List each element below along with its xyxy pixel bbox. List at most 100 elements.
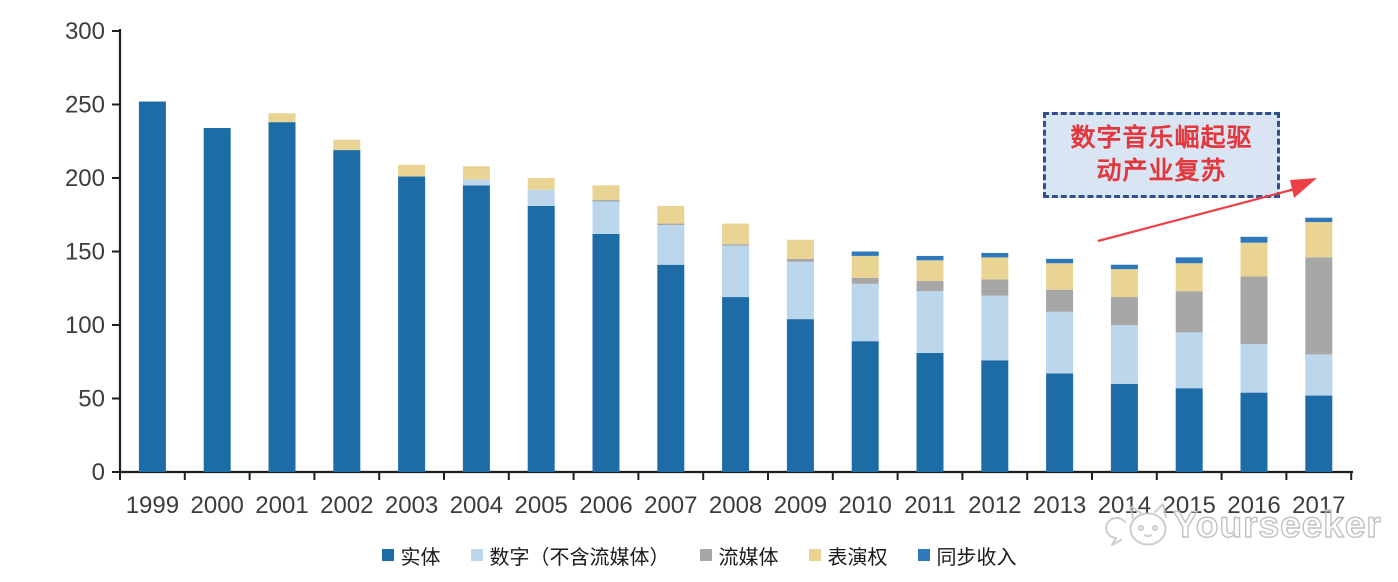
bar-segment-2009 <box>786 319 814 472</box>
bar-segment-2016 <box>1240 276 1268 345</box>
bar-segment-2011 <box>916 352 944 472</box>
bar-segment-2004 <box>462 166 490 180</box>
bar-segment-2013 <box>1046 289 1074 312</box>
bar-segment-2003 <box>398 164 426 177</box>
bar-segment-2008 <box>722 297 750 472</box>
bar-segment-2013 <box>1046 311 1074 374</box>
bar-segment-2016 <box>1240 242 1268 277</box>
x-axis-label: 2016 <box>1227 492 1280 519</box>
legend-label: 表演权 <box>827 546 888 569</box>
bar-segment-2017 <box>1305 354 1333 396</box>
legend-item: 表演权 <box>808 541 888 570</box>
y-axis-label: 200 <box>65 165 105 192</box>
bar-segment-2007 <box>657 264 685 472</box>
legend-swatch-icon <box>381 549 394 561</box>
bar-segment-2014 <box>1110 383 1138 472</box>
bar-segment-2015 <box>1175 291 1203 333</box>
bar-segment-2015 <box>1175 332 1203 389</box>
annotation-line2: 动产业复苏 <box>1096 157 1227 185</box>
bar-segment-2005 <box>527 189 555 206</box>
bar-segment-2011 <box>916 260 944 281</box>
x-axis-label: 1999 <box>126 492 179 519</box>
arrow-head-icon <box>1290 178 1317 198</box>
annotation-line1: 数字音乐崛起驱 <box>1070 124 1253 152</box>
bar-segment-2006 <box>592 233 620 472</box>
x-axis-label: 2008 <box>709 492 762 519</box>
legend-label: 数字（不含流媒体） <box>489 546 670 569</box>
y-axis-label: 250 <box>65 92 105 119</box>
bar-segment-2001 <box>268 122 296 472</box>
bar-segment-2002 <box>333 150 361 472</box>
x-axis-label: 2000 <box>191 492 244 519</box>
bar-segment-2010 <box>851 251 879 256</box>
bar-segment-2004 <box>462 179 490 186</box>
bar-segment-2007 <box>657 225 685 265</box>
bar-segment-2009 <box>786 239 814 259</box>
x-axis-label: 2003 <box>385 492 438 519</box>
legend-swatch-icon <box>917 549 930 561</box>
bar-segment-2010 <box>851 255 879 278</box>
bar-segment-2007 <box>657 223 685 226</box>
bar-segment-1999 <box>138 101 166 472</box>
x-axis-label: 2014 <box>1098 492 1151 519</box>
bar-segment-2011 <box>916 291 944 353</box>
bar-segment-2014 <box>1110 264 1138 270</box>
bar-segment-2017 <box>1305 217 1333 223</box>
bar-segment-2015 <box>1175 263 1203 292</box>
bar-segment-2000 <box>203 128 231 472</box>
x-axis-label: 2015 <box>1163 492 1216 519</box>
bar-segment-2012 <box>981 360 1009 472</box>
x-axis-label: 2010 <box>839 492 892 519</box>
legend-item: 实体 <box>381 541 441 570</box>
bar-segment-2008 <box>722 245 750 298</box>
x-axis-label: 2004 <box>450 492 503 519</box>
y-axis-label: 100 <box>65 312 105 339</box>
y-axis-label: 0 <box>92 459 105 486</box>
bar-segment-2016 <box>1240 344 1268 393</box>
x-axis-label: 2005 <box>515 492 568 519</box>
bar-segment-2004 <box>462 185 490 472</box>
bar-segment-2003 <box>398 176 426 472</box>
legend-label: 实体 <box>400 546 441 569</box>
bar-segment-2013 <box>1046 373 1074 472</box>
bar-segment-2002 <box>333 139 361 151</box>
x-axis-label: 2013 <box>1033 492 1086 519</box>
x-axis-label: 2001 <box>255 492 308 519</box>
legend-item: 数字（不含流媒体） <box>470 541 670 570</box>
bar-segment-2006 <box>592 185 620 201</box>
bar-segment-2005 <box>527 205 555 472</box>
bar-segment-2009 <box>786 258 814 262</box>
bar-segment-2008 <box>722 223 750 245</box>
bar-segment-2005 <box>527 178 555 190</box>
bar-segment-2006 <box>592 200 620 202</box>
legend-item: 流媒体 <box>699 541 779 570</box>
bar-segment-2008 <box>722 244 750 246</box>
bar-segment-2007 <box>657 205 685 224</box>
legend-item: 同步收入 <box>917 541 1017 570</box>
bar-segment-2016 <box>1240 236 1268 243</box>
bar-segment-2014 <box>1110 269 1138 298</box>
bar-segment-2010 <box>851 277 879 284</box>
bar-segment-2016 <box>1240 392 1268 472</box>
bar-segment-2014 <box>1110 297 1138 325</box>
bar-segment-2009 <box>786 261 814 320</box>
bar-segment-2001 <box>268 113 296 123</box>
x-axis-label: 2009 <box>774 492 827 519</box>
y-axis-label: 50 <box>78 386 105 413</box>
bar-segment-2015 <box>1175 257 1203 264</box>
bar-segment-2010 <box>851 283 879 342</box>
legend-label: 同步收入 <box>936 546 1017 569</box>
bar-segment-2017 <box>1305 222 1333 258</box>
x-axis-label: 2006 <box>579 492 632 519</box>
bar-segment-2017 <box>1305 257 1333 355</box>
bar-segment-2012 <box>981 252 1009 258</box>
legend-label: 流媒体 <box>718 546 779 569</box>
bar-segment-2012 <box>981 295 1009 361</box>
bar-segment-2017 <box>1305 395 1333 472</box>
bar-segment-2014 <box>1110 325 1138 384</box>
legend-swatch-icon <box>808 549 821 561</box>
chart-legend: 实体 数字（不含流媒体） 流媒体 表演权 同步收入 <box>0 540 1398 570</box>
bar-segment-2011 <box>916 280 944 292</box>
y-axis-label: 150 <box>65 239 105 266</box>
bar-segment-2012 <box>981 279 1009 296</box>
